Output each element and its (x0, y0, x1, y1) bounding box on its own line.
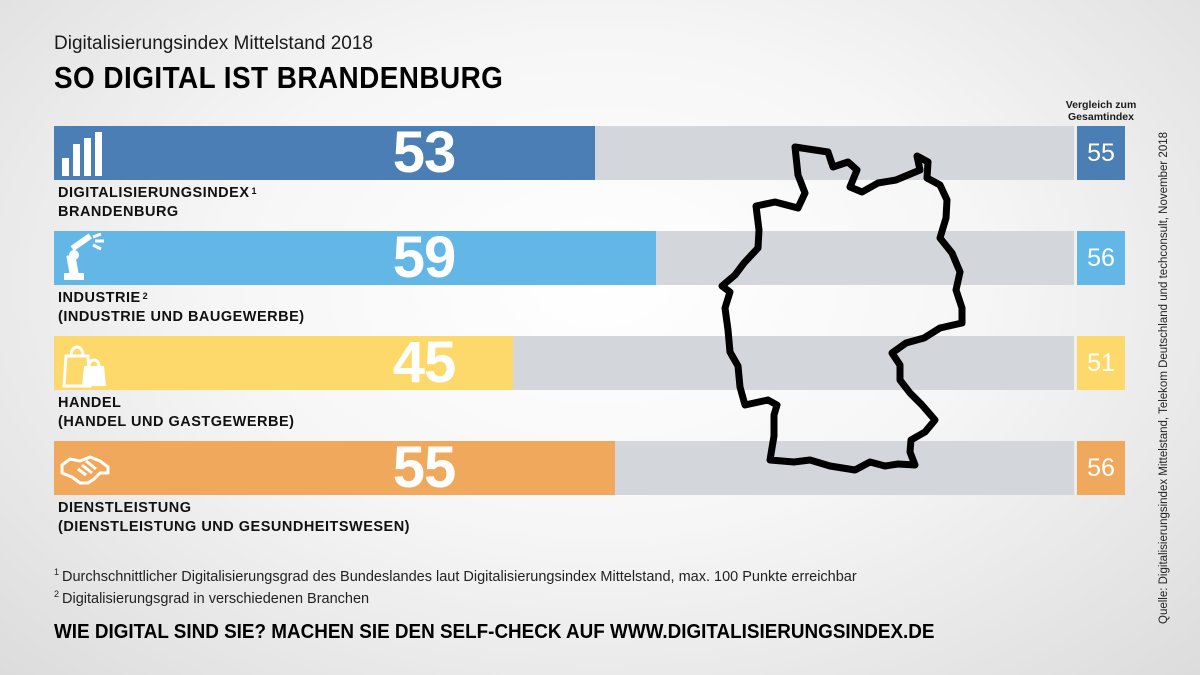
bar-chart-icon (60, 128, 110, 178)
bar-value-label: 45 (392, 330, 457, 395)
source-note: Quelle: Digitalisierungsindex Mittelstan… (1158, 131, 1170, 624)
bar (54, 336, 513, 390)
shopping-bags-icon (60, 338, 110, 388)
compare-value-box: 56 (1077, 441, 1125, 495)
chart-subtitle: Digitalisierungsindex Mittelstand 2018 (54, 33, 373, 54)
footnote-mark: 2 (142, 291, 149, 301)
footnote-2: 2 Digitalisierungsgrad in verschiedenen B… (54, 589, 370, 607)
robot-arm-icon (60, 232, 110, 283)
category-label-line2: (HANDEL UND GASTGEWERBE) (58, 414, 295, 430)
compare-value-box: 55 (1077, 126, 1125, 180)
category-label: INDUSTRIE 2 (INDUSTRIE UND BAUGEWERBE) (58, 289, 305, 327)
bar-track: 55 (54, 435, 1074, 500)
category-label-line2: (INDUSTRIE UND BAUGEWERBE) (58, 309, 305, 325)
bar-track: 59 (54, 225, 1074, 290)
bar-value-label: 59 (392, 225, 457, 290)
category-label-line1: INDUSTRIE (58, 290, 141, 306)
category-label-line2: BRANDENBURG (58, 204, 179, 220)
category-label-line2: (DIENSTLEISTUNG UND GESUNDHEITSWESEN) (58, 519, 411, 535)
category-label-line1: DIENSTLEISTUNG (58, 500, 192, 516)
compare-value-box: 56 (1077, 231, 1125, 285)
self-check-cta: WIE DIGITAL SIND SIE? MACHEN SIE DEN SEL… (54, 620, 935, 643)
bar (54, 441, 615, 495)
bar-track: 53 (54, 120, 1074, 185)
footnote-mark: 1 (251, 186, 258, 196)
chart-title: SO DIGITAL IST BRANDENBURG (54, 60, 504, 95)
category-label: DIGITALISIERUNGSINDEX 1 BRANDENBURG (58, 184, 257, 222)
bar (54, 126, 595, 180)
bar-value-label: 55 (392, 435, 457, 500)
category-label: HANDEL (HANDEL UND GASTGEWERBE) (58, 394, 294, 432)
bar-value-label: 53 (392, 120, 457, 185)
category-label: DIENSTLEISTUNG (DIENSTLEISTUNG UND GESUND… (58, 499, 410, 537)
compare-header: Vergleich zum Gesamtindex (1065, 99, 1137, 123)
compare-value-box: 51 (1077, 336, 1125, 390)
germany-outline-icon (718, 143, 966, 474)
bar (54, 231, 656, 285)
footnote-1: 1 Durchschnittlicher Digitalisierungsgrad… (54, 567, 857, 585)
handshake-icon (60, 443, 110, 493)
category-label-line1: HANDEL (58, 395, 122, 411)
category-label-line1: DIGITALISIERUNGSINDEX (58, 185, 250, 201)
